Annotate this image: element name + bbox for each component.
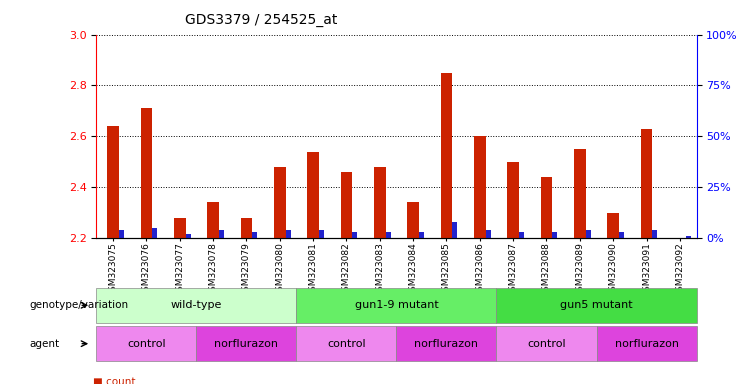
Bar — [652, 230, 657, 238]
Bar — [119, 230, 124, 238]
Bar — [485, 230, 491, 238]
Bar — [585, 230, 591, 238]
Bar — [285, 230, 290, 238]
Text: wild-type: wild-type — [170, 300, 222, 310]
Text: GDS3379 / 254525_at: GDS3379 / 254525_at — [185, 13, 338, 27]
Text: ■ count: ■ count — [93, 377, 135, 384]
Bar — [374, 167, 385, 238]
Bar — [441, 73, 452, 238]
Bar — [107, 126, 119, 238]
Bar — [641, 129, 652, 238]
Text: norflurazon: norflurazon — [614, 339, 679, 349]
Bar — [152, 228, 157, 238]
Bar — [452, 222, 457, 238]
Bar — [552, 232, 557, 238]
Text: gun5 mutant: gun5 mutant — [560, 300, 633, 310]
Text: norflurazon: norflurazon — [414, 339, 479, 349]
Bar — [419, 232, 424, 238]
Bar — [474, 136, 485, 238]
Bar — [341, 172, 352, 238]
Text: genotype/variation: genotype/variation — [30, 300, 129, 310]
Bar — [319, 230, 324, 238]
Text: control: control — [327, 339, 366, 349]
Bar — [185, 234, 190, 238]
Text: control: control — [127, 339, 166, 349]
Text: control: control — [527, 339, 566, 349]
Bar — [252, 232, 257, 238]
Bar — [541, 177, 552, 238]
Bar — [519, 232, 524, 238]
Bar — [219, 230, 224, 238]
Bar — [174, 218, 185, 238]
Text: gun1-9 mutant: gun1-9 mutant — [354, 300, 439, 310]
Bar — [408, 202, 419, 238]
Text: agent: agent — [30, 339, 60, 349]
Bar — [352, 232, 357, 238]
Bar — [241, 218, 252, 238]
Bar — [308, 152, 319, 238]
Bar — [574, 149, 585, 238]
Bar — [274, 167, 285, 238]
Bar — [608, 213, 619, 238]
Bar — [207, 202, 219, 238]
Bar — [685, 236, 691, 238]
Bar — [385, 232, 391, 238]
Bar — [619, 232, 624, 238]
Text: norflurazon: norflurazon — [214, 339, 279, 349]
Bar — [141, 108, 152, 238]
Bar — [508, 162, 519, 238]
